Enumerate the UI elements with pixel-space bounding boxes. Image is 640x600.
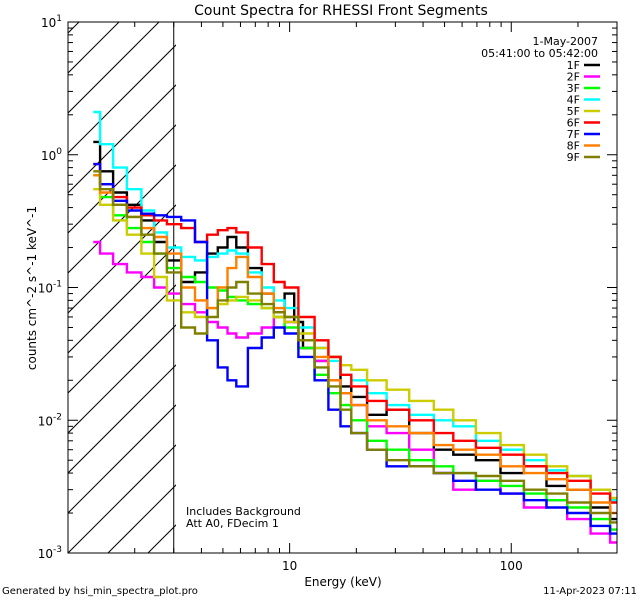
series-5F	[93, 188, 617, 500]
legend-label-8F: 8F	[567, 140, 580, 153]
series-4F	[93, 110, 617, 502]
hatch-line	[68, 364, 176, 474]
hatch-line	[68, 404, 176, 514]
y-axis-ticks	[68, 27, 617, 554]
series-6F	[93, 162, 617, 504]
x-axis-label: Energy (keV)	[304, 575, 381, 589]
series-group	[93, 110, 617, 544]
legend-label-6F: 6F	[567, 117, 580, 130]
hatch-line	[348, 0, 640, 553]
series-2F	[93, 240, 617, 544]
legend-date: 1-May-2007	[533, 35, 598, 48]
legend-label-7F: 7F	[567, 128, 580, 141]
y-tick-label: 10-2	[38, 412, 62, 428]
legend-time-range: 05:41:00 to 05:42:00	[481, 47, 598, 60]
hatch-line	[68, 22, 120, 74]
footer-generated-by: Generated by hsi_min_spectra_plot.pro	[2, 586, 198, 597]
y-tick-label: 101	[41, 14, 62, 30]
legend-label-5F: 5F	[567, 105, 580, 118]
footer-date: 11-Apr-2023 07:11	[543, 586, 637, 597]
series-1F	[93, 140, 617, 521]
y-tick-labels: 10-3 10-2 10-1 100 101	[38, 14, 63, 561]
hatch-line	[68, 22, 160, 114]
y-tick-label: 10-3	[38, 545, 62, 561]
y-tick-label: 10-1	[38, 280, 62, 296]
x-tick-label-100: 100	[500, 559, 523, 573]
hatch-line	[308, 0, 640, 553]
x-axis-ticks	[67, 22, 618, 553]
y-axis-label: counts cm^-2 s^-1 keV^-1	[25, 206, 39, 370]
y-tick-label: 100	[41, 147, 62, 163]
hatch-line	[68, 164, 176, 274]
legend-label-4F: 4F	[567, 94, 580, 107]
legend-label-9F: 9F	[567, 151, 580, 164]
hatch-line	[68, 22, 80, 34]
hatched-region	[0, 0, 640, 553]
hatch-line	[68, 444, 176, 553]
hatch-line	[68, 204, 176, 314]
hatch-line	[428, 0, 640, 553]
legend-label-2F: 2F	[567, 71, 580, 84]
hatch-line	[388, 0, 640, 553]
series-9F	[93, 170, 617, 524]
series-7F	[93, 162, 617, 535]
annotation-attenuator: Att A0, FDecim 1	[186, 517, 279, 530]
hatch-line	[68, 44, 176, 154]
legend-label-3F: 3F	[567, 82, 580, 95]
series-8F	[93, 174, 617, 515]
chart-title: Count Spectra for RHESSI Front Segments	[194, 3, 488, 19]
series-3F	[93, 174, 617, 531]
legend-label-1F: 1F	[567, 59, 580, 72]
annotation-background: Includes Background	[186, 505, 301, 518]
hatch-line	[0, 0, 108, 553]
x-tick-label-10: 10	[282, 559, 297, 573]
hatch-line	[68, 244, 176, 354]
